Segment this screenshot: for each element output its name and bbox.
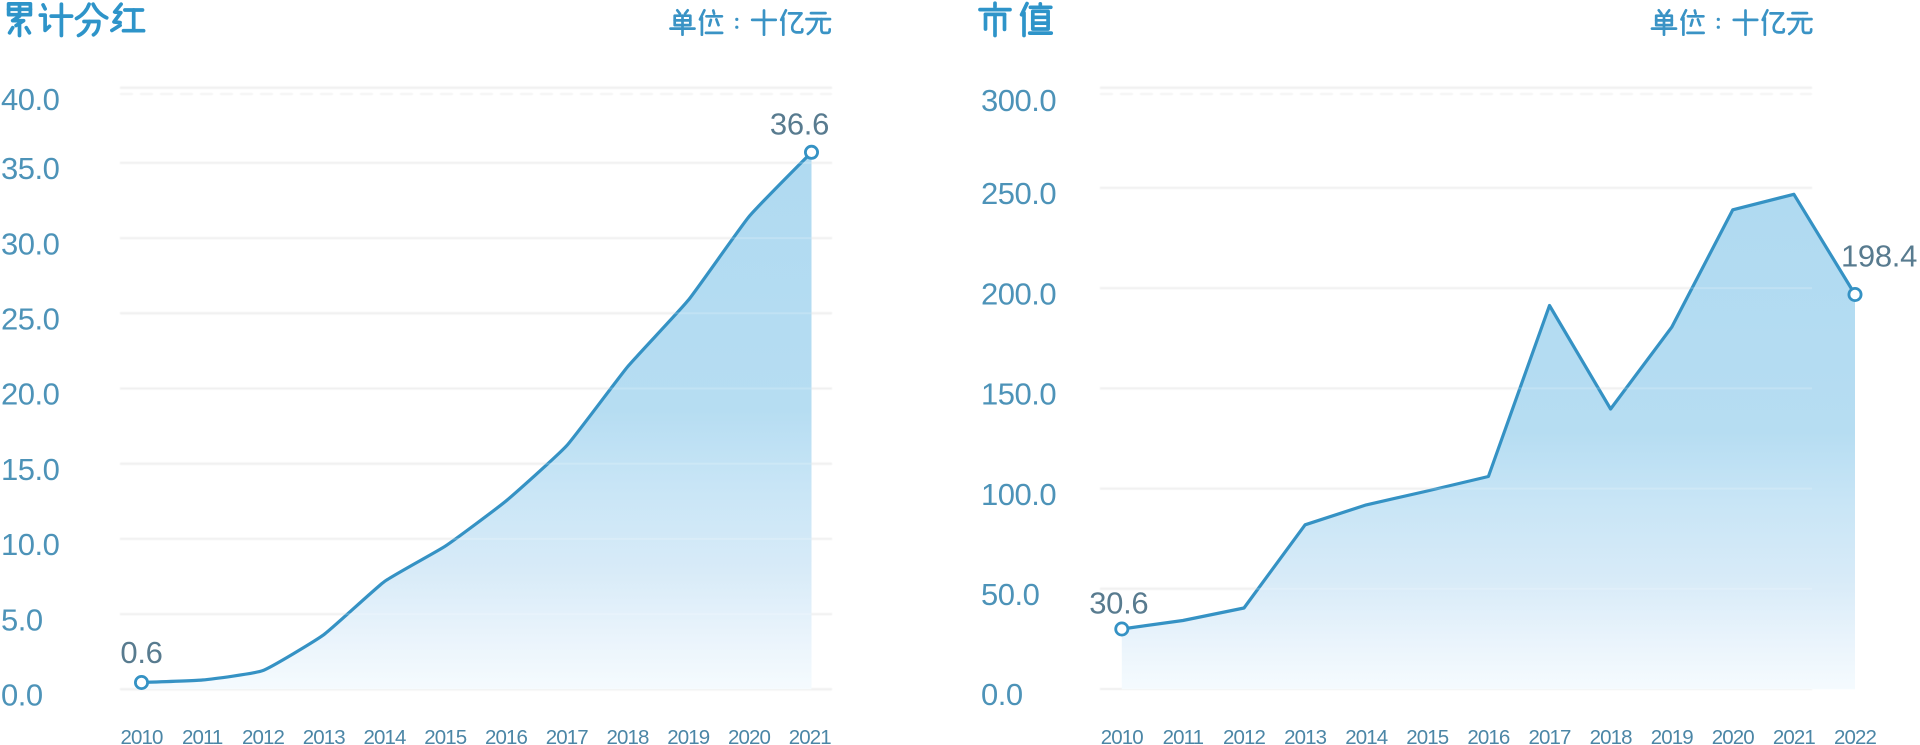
svg-text:200.0: 200.0 (981, 276, 1056, 311)
svg-text:25.0: 25.0 (1, 302, 60, 337)
svg-text:20.0: 20.0 (1, 377, 60, 412)
svg-text:2017: 2017 (546, 726, 589, 745)
svg-text:2022: 2022 (1834, 726, 1877, 745)
svg-text:2015: 2015 (424, 726, 467, 745)
svg-text:0.0: 0.0 (981, 677, 1023, 712)
svg-text:2019: 2019 (1651, 726, 1694, 745)
svg-text:2010: 2010 (120, 726, 163, 745)
svg-text:2014: 2014 (1345, 726, 1388, 745)
svg-text:2016: 2016 (485, 726, 528, 745)
svg-text:2011: 2011 (1163, 726, 1204, 745)
svg-text:2017: 2017 (1528, 726, 1571, 745)
svg-text:30.0: 30.0 (1, 226, 60, 261)
svg-text:250.0: 250.0 (981, 176, 1056, 211)
svg-text:2020: 2020 (728, 726, 771, 745)
svg-text:2020: 2020 (1712, 726, 1755, 745)
svg-text:0.0: 0.0 (1, 678, 43, 713)
svg-text:2014: 2014 (363, 726, 406, 745)
svg-text:2010: 2010 (1101, 726, 1144, 745)
svg-text:5.0: 5.0 (1, 602, 43, 637)
svg-text:2016: 2016 (1467, 726, 1510, 745)
svg-text:2012: 2012 (1223, 726, 1266, 745)
svg-text:10.0: 10.0 (1, 527, 60, 562)
svg-text:15.0: 15.0 (1, 452, 60, 487)
svg-text:2015: 2015 (1406, 726, 1449, 745)
svg-text:198.4: 198.4 (1841, 239, 1917, 274)
svg-text:30.6: 30.6 (1089, 586, 1148, 621)
svg-text:2012: 2012 (242, 726, 285, 745)
svg-text:2021: 2021 (789, 726, 832, 745)
svg-text:0.6: 0.6 (120, 635, 162, 670)
svg-text:40.0: 40.0 (1, 82, 60, 117)
svg-text:300.0: 300.0 (981, 83, 1056, 118)
svg-text:100.0: 100.0 (981, 477, 1056, 512)
svg-text:35.0: 35.0 (1, 151, 60, 186)
svg-text:2018: 2018 (1590, 726, 1633, 745)
svg-text:2011: 2011 (182, 726, 223, 745)
svg-text:36.6: 36.6 (770, 107, 829, 142)
svg-text:50.0: 50.0 (981, 577, 1040, 612)
svg-text:2013: 2013 (1284, 726, 1327, 745)
svg-text:2013: 2013 (303, 726, 346, 745)
svg-text:2021: 2021 (1773, 726, 1816, 745)
svg-text:2019: 2019 (667, 726, 710, 745)
svg-text:150.0: 150.0 (981, 377, 1056, 412)
svg-text:2018: 2018 (606, 726, 649, 745)
